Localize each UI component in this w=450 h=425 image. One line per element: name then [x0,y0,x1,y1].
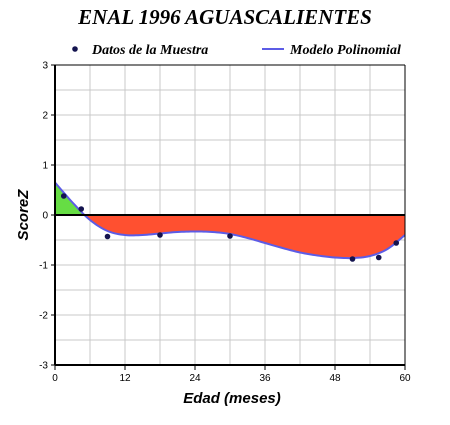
x-tick-label: 48 [329,373,341,384]
y-tick-label: 1 [42,161,48,172]
sample-points [60,193,400,262]
axes: 0 12 24 36 48 60 3 2 1 0 -1 -2 -3 [39,61,411,385]
chart-title: ENAL 1996 AGUASCALIENTES [77,5,372,29]
legend-label-sample: Datos de la Muestra [91,43,208,58]
area-fill [55,182,405,259]
data-point [78,206,85,212]
x-tick-label: 60 [399,373,411,384]
data-point [104,233,111,240]
legend: Datos de la Muestra Modelo Polinomial [72,43,401,58]
y-tick-label: 2 [42,111,48,122]
data-point [157,232,163,238]
data-point [349,256,356,262]
y-tick-label: -3 [39,361,48,372]
data-point [393,240,400,246]
data-point [60,193,67,199]
x-axis-title: Edad (meses) [183,390,281,407]
x-tick-label: 36 [259,373,271,384]
legend-label-model: Modelo Polinomial [289,43,401,58]
x-tick-label: 24 [189,373,201,384]
y-tick-label: 3 [42,61,48,72]
y-axis-title: ScoreZ [15,189,32,241]
data-point [227,233,233,239]
y-tick-label: 0 [42,211,48,222]
negative-area [55,215,405,259]
data-point [375,254,382,261]
x-tick-label: 0 [52,373,58,384]
x-tick-label: 12 [119,373,131,384]
y-tick-label: -2 [39,311,48,322]
y-tick-label: -1 [39,261,48,272]
legend-marker-sample [72,46,78,52]
